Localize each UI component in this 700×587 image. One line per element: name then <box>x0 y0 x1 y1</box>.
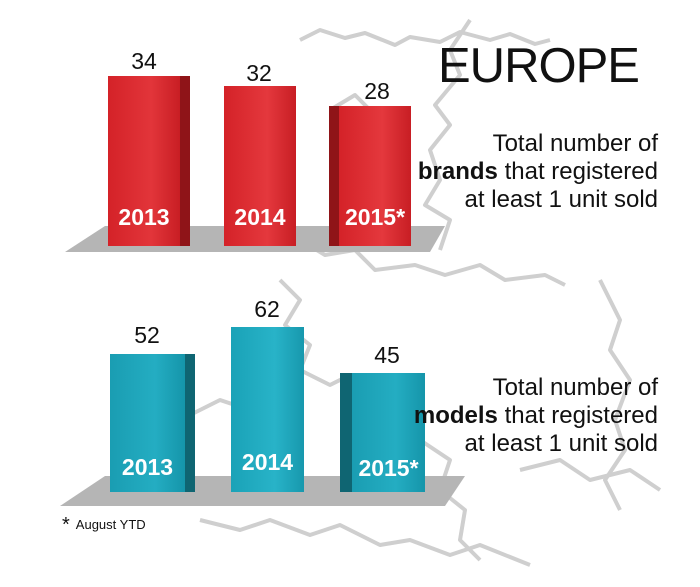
bar-year-label: 2014 <box>234 204 286 230</box>
desc-line: at least 1 unit sold <box>464 186 658 213</box>
desc-line: Total number of <box>492 130 658 157</box>
desc-rest: that registered <box>497 158 658 185</box>
desc-bold: models <box>413 402 498 429</box>
bar-value: 62 <box>254 296 280 322</box>
desc-line: at least 1 unit sold <box>464 430 658 457</box>
bar-2015: 2015* <box>340 373 425 492</box>
footnote-star: * <box>62 514 70 536</box>
bar-value: 28 <box>364 78 390 104</box>
desc-line: Total number of <box>492 374 658 401</box>
bar-year-label: 2013 <box>121 454 174 480</box>
bar-value: 52 <box>134 322 160 348</box>
bar-2014: 2014 <box>224 86 296 246</box>
bar-year-label: 2015* <box>358 455 419 481</box>
desc-line: models that registered <box>414 402 658 430</box>
footnote: * August YTD <box>62 512 146 536</box>
bar-2015: 2015* <box>329 106 411 246</box>
desc-line: brands that registered <box>418 158 658 186</box>
bar-2014: 2014 <box>231 327 304 492</box>
footnote-text: August YTD <box>75 517 146 532</box>
bar-2013: 2013 <box>110 354 195 492</box>
bar-year-label: 2014 <box>241 449 294 475</box>
bar-value: 45 <box>374 342 400 368</box>
brands-description: Total number of brands that registered a… <box>418 130 658 214</box>
bar-year-label: 2015* <box>344 204 406 230</box>
bar-2013: 2013 <box>108 76 190 246</box>
bar-value: 32 <box>246 60 272 86</box>
bar-year-label: 2013 <box>118 204 170 230</box>
desc-rest: that registered <box>497 402 658 429</box>
page-title: EUROPE <box>438 39 640 93</box>
models-description: Total number of models that registered a… <box>414 374 658 458</box>
bar-value: 34 <box>131 48 157 74</box>
desc-bold: brands <box>417 158 498 185</box>
